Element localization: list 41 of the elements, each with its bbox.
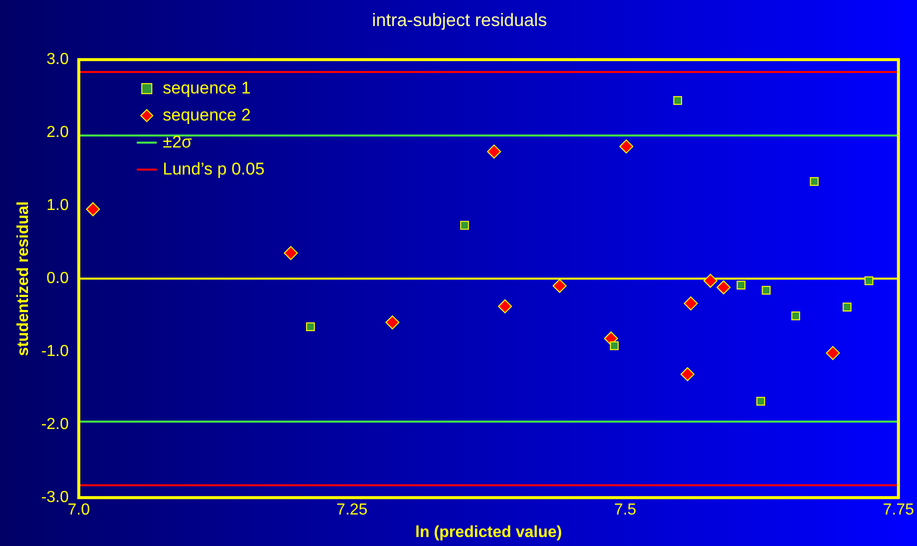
x-tick-label: 7.0	[68, 502, 90, 519]
chart-title: intra-subject residuals	[372, 10, 548, 30]
y-tick-label: -2.0	[41, 416, 69, 434]
point	[619, 139, 634, 154]
y-tick-label: 2.0	[46, 124, 69, 142]
point	[460, 220, 469, 230]
ref-line-label: ±2σ	[162, 132, 193, 152]
y-tick-label: -3.0	[41, 489, 69, 506]
point	[498, 299, 512, 314]
point	[673, 96, 682, 105]
legend-label: sequence 2	[162, 105, 251, 124]
point	[864, 276, 874, 286]
x-tick-label: 7.25	[336, 502, 368, 519]
point	[684, 296, 698, 310]
point	[487, 144, 502, 159]
point	[86, 202, 100, 216]
legend-label: Lund’s p 0.05	[162, 159, 265, 178]
y-tick-label: 0.0	[46, 270, 69, 288]
point	[306, 322, 315, 332]
y-tick-label: 1.0	[46, 197, 69, 214]
point	[610, 341, 619, 350]
point	[756, 396, 766, 406]
point	[762, 286, 771, 295]
legend-label: sequence 1	[162, 78, 251, 98]
point	[284, 246, 298, 260]
x-tick-label: 7.75	[882, 502, 914, 519]
point	[791, 311, 800, 320]
x-axis-title: ln (predicted value)	[415, 524, 562, 541]
y-tick-label: -1.0	[41, 343, 69, 360]
point	[810, 177, 819, 186]
point	[680, 367, 695, 382]
point	[842, 302, 852, 312]
x-tick-label: 7.5	[614, 502, 636, 519]
y-axis-title: studentized residual	[15, 201, 32, 356]
point	[716, 280, 731, 294]
point	[736, 280, 746, 290]
point	[703, 274, 718, 288]
point	[552, 278, 567, 293]
y-tick-label: 3.0	[46, 51, 69, 68]
point	[826, 346, 840, 360]
point	[385, 315, 400, 330]
